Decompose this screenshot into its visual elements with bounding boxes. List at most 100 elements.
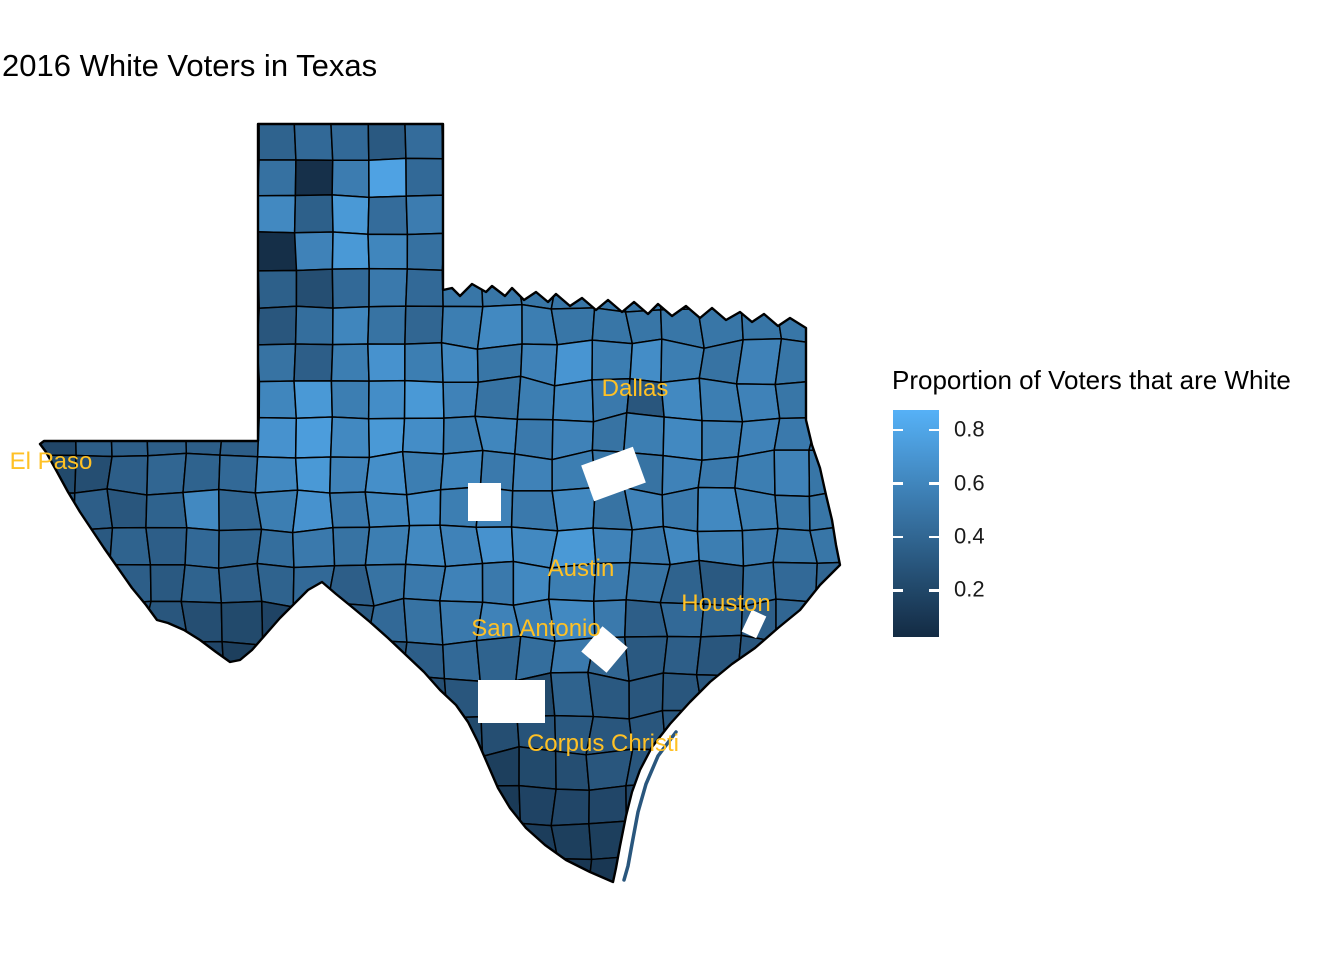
county-cell [662,825,707,867]
county-cell [809,525,840,564]
legend-tick-mark [893,482,903,485]
county-cell [589,191,628,236]
county-cell [515,124,557,163]
county-cell [624,230,664,268]
county-cell [103,673,151,715]
county-cell [186,640,226,684]
county-cell [513,857,559,882]
county-cell [437,754,484,791]
county-cell [695,674,743,714]
county-cell [73,231,113,274]
county-cell [808,413,840,454]
county-cell [404,341,444,383]
county-cell [811,857,840,882]
county-cell [814,561,840,603]
county-cell [740,301,783,341]
county-cell [810,748,840,785]
county-cell [405,268,444,308]
county-cell [40,782,79,827]
county-cell [182,229,223,270]
county-cell [364,450,408,496]
county-cell [625,154,669,196]
county-cell [807,303,840,345]
missing-data-county [468,483,501,521]
county-cell [40,824,77,864]
county-cell [403,379,445,420]
county-cell [702,154,739,198]
county-cell [738,753,782,793]
county-cell [182,820,219,866]
county-cell [110,342,149,385]
county-cell [406,785,441,824]
county-cell [701,865,745,882]
county-cell [258,124,297,161]
county-cell [807,341,840,385]
county-cell [256,343,297,383]
county-cell [774,155,818,198]
legend-tick-mark [893,428,903,432]
county-cell [405,157,444,197]
county-cell [401,417,445,455]
county-cell [776,672,817,721]
county-cell [551,486,596,532]
county-cell [291,713,336,757]
county-cell [68,635,108,682]
county-cell [329,456,371,494]
county-cell [218,379,261,419]
city-label-austin: Austin [547,555,615,582]
county-cell [144,340,188,384]
legend-tick-label: 0.6 [954,470,985,496]
county-cell [256,855,300,882]
county-cell [366,639,408,676]
county-cell [145,526,188,566]
county-cell [143,307,188,344]
county-cell [295,268,334,309]
county-cell [813,712,840,756]
county-cell [701,825,739,869]
county-cell [811,821,840,864]
county-cell [556,194,597,239]
county-cell [777,826,814,865]
county-cell [217,344,261,383]
county-cell [146,452,188,496]
county-cell [147,787,184,829]
county-cell [511,229,560,276]
county-cell [405,488,442,527]
county-cell [216,266,260,309]
county-cell [402,597,444,646]
county-cell [550,788,590,827]
county-cell [773,449,811,498]
county-cell [552,379,595,423]
county-cell [774,124,817,159]
county-cell [624,309,663,345]
county-cell [293,380,334,420]
county-cell [256,416,298,459]
county-cell [140,640,189,684]
county-cell [109,787,150,830]
county-cell [370,858,408,882]
county-cell [367,195,409,236]
county-cell [330,124,370,162]
county-cell [330,380,370,420]
county-cell [255,790,299,823]
county-cell [40,710,71,751]
county-cell [261,638,296,675]
county-cell [331,159,370,199]
county-cell [217,304,260,346]
county-cell [659,264,708,311]
county-cell [662,862,705,882]
county-cell [110,307,149,347]
county-cell [475,124,521,163]
county-cell [808,635,840,680]
county-cell [735,383,781,423]
county-cell [662,525,700,566]
city-label-san-antonio: San Antonio [471,615,601,642]
legend-tick-label: 0.8 [954,416,985,442]
county-cell [552,155,597,196]
county-cell [401,858,449,882]
county-cell [770,228,819,271]
legend-gradient-bar [893,410,939,637]
county-cell [807,124,840,164]
county-cell [40,303,78,343]
county-cell [220,600,264,646]
